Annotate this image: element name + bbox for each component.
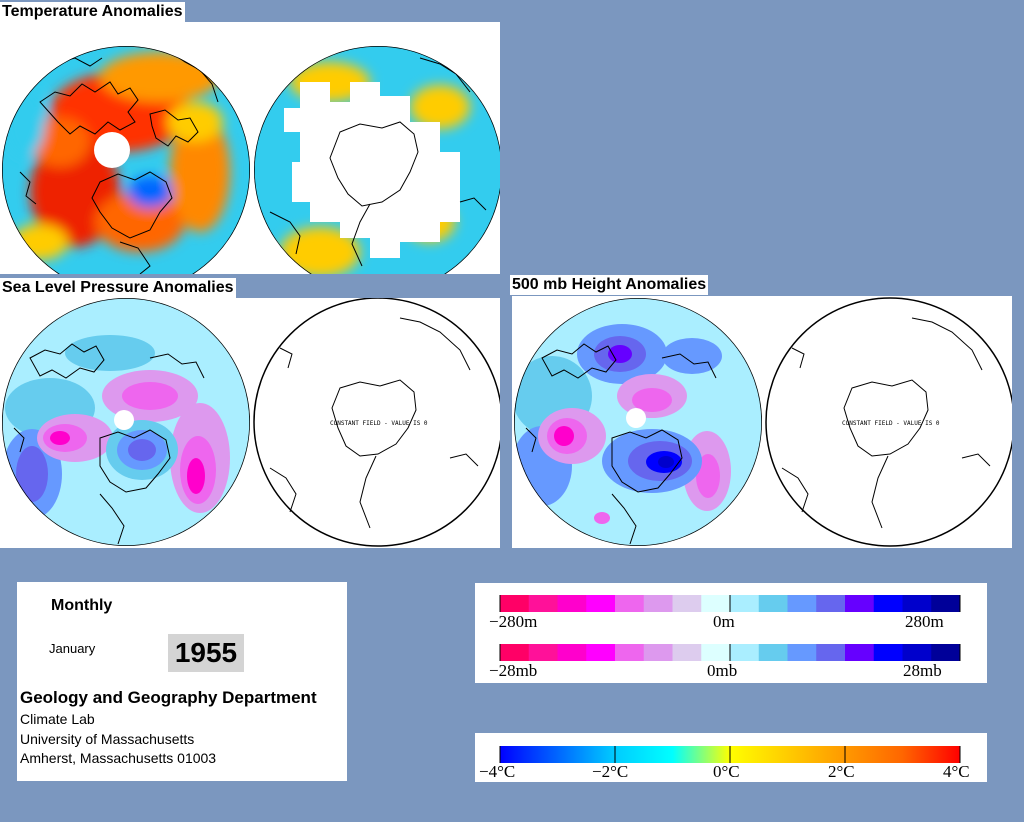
- pressure-colorbar: [499, 644, 961, 661]
- temperature-label-minus4: −4°C: [479, 762, 516, 781]
- temperature-south-map: [254, 46, 500, 274]
- anomaly-legend-bars: [499, 595, 961, 661]
- temperature-panel: [0, 22, 500, 274]
- pressure-colorbar-swatch: [528, 644, 558, 661]
- info-box: Monthly January 1955 Geology and Geograp…: [17, 582, 347, 781]
- pressure-colorbar-swatch: [730, 644, 760, 661]
- slp-south-map: CONSTANT FIELD - VALUE IS 0: [253, 298, 500, 547]
- slp-maps: CONSTANT FIELD - VALUE IS 0: [2, 298, 500, 547]
- height-mid-label: 0m: [713, 612, 735, 631]
- slp-panel-title: Sea Level Pressure Anomalies: [0, 278, 236, 298]
- height-colorbar-swatch: [730, 595, 760, 612]
- height-colorbar-swatch: [615, 595, 645, 612]
- pressure-min-label: −28mb: [489, 661, 538, 680]
- height-colorbar-swatch: [672, 595, 702, 612]
- temperature-panel-title: Temperature Anomalies: [0, 2, 185, 22]
- pressure-colorbar-swatch: [787, 644, 817, 661]
- pressure-colorbar-swatch: [701, 644, 731, 661]
- height-colorbar-swatch: [500, 595, 530, 612]
- university-name: University of Massachusetts: [20, 731, 195, 747]
- height-colorbar-swatch: [787, 595, 817, 612]
- height-colorbar-swatch: [902, 595, 932, 612]
- height-maps: CONSTANT FIELD - VALUE IS 0: [514, 297, 1012, 547]
- height-min-label: −280m: [489, 612, 538, 631]
- height-colorbar-swatch: [845, 595, 875, 612]
- height-max-label: 280m: [905, 612, 944, 631]
- slp-constant-field-label: CONSTANT FIELD - VALUE IS 0: [330, 420, 428, 427]
- height-panel: CONSTANT FIELD - VALUE IS 0: [512, 296, 1012, 548]
- temperature-label-minus2: −2°C: [592, 762, 629, 781]
- pressure-colorbar-swatch: [902, 644, 932, 661]
- height-colorbar-swatch: [586, 595, 616, 612]
- height-colorbar-swatch: [701, 595, 731, 612]
- anomaly-legend-box: −280m 0m 280m −28mb 0mb 28mb: [475, 583, 987, 683]
- temperature-colorbar-ticks: [499, 746, 961, 763]
- pressure-colorbar-swatch: [586, 644, 616, 661]
- height-colorbar-swatch: [643, 595, 673, 612]
- pressure-colorbar-swatch: [500, 644, 530, 661]
- pressure-colorbar-swatch: [758, 644, 788, 661]
- pressure-mid-label: 0mb: [707, 661, 738, 680]
- lab-name: Climate Lab: [20, 711, 95, 727]
- temperature-maps: [2, 46, 500, 274]
- height-colorbar-swatch: [758, 595, 788, 612]
- height-colorbar-swatch: [873, 595, 903, 612]
- temperature-north-map: [2, 46, 250, 274]
- pressure-colorbar-swatch: [873, 644, 903, 661]
- pressure-colorbar-swatch: [557, 644, 587, 661]
- height-constant-field-label: CONSTANT FIELD - VALUE IS 0: [842, 420, 940, 427]
- height-colorbar-swatch: [557, 595, 587, 612]
- height-panel-title: 500 mb Height Anomalies: [510, 275, 709, 295]
- pressure-colorbar-swatch: [643, 644, 673, 661]
- pressure-max-label: 28mb: [903, 661, 942, 680]
- frequency-label: Monthly: [51, 597, 113, 614]
- height-colorbar-swatch: [528, 595, 558, 612]
- slp-north-map: [2, 298, 250, 546]
- address-line: Amherst, Massachusetts 01003: [20, 750, 217, 766]
- month-label: January: [49, 641, 96, 656]
- pressure-colorbar-swatch: [845, 644, 875, 661]
- height-colorbar-swatch: [816, 595, 846, 612]
- temperature-label-plus2: 2°C: [828, 762, 855, 781]
- pressure-colorbar-swatch: [931, 644, 961, 661]
- temperature-label-plus4: 4°C: [943, 762, 970, 781]
- slp-panel: CONSTANT FIELD - VALUE IS 0: [0, 298, 500, 548]
- pressure-colorbar-swatch: [615, 644, 645, 661]
- height-colorbar-swatch: [931, 595, 961, 612]
- temperature-label-zero: 0°C: [713, 762, 740, 781]
- temperature-colorbar-svg: [499, 746, 961, 763]
- year-label: 1955: [168, 634, 244, 672]
- height-north-map: [514, 298, 762, 546]
- height-south-map: CONSTANT FIELD - VALUE IS 0: [765, 297, 1012, 547]
- department-name: Geology and Geography Department: [20, 688, 317, 707]
- pressure-colorbar-swatch: [816, 644, 846, 661]
- pressure-colorbar-swatch: [672, 644, 702, 661]
- height-colorbar: [499, 595, 961, 612]
- temperature-legend-box: −4°C −2°C 0°C 2°C 4°C: [475, 733, 987, 782]
